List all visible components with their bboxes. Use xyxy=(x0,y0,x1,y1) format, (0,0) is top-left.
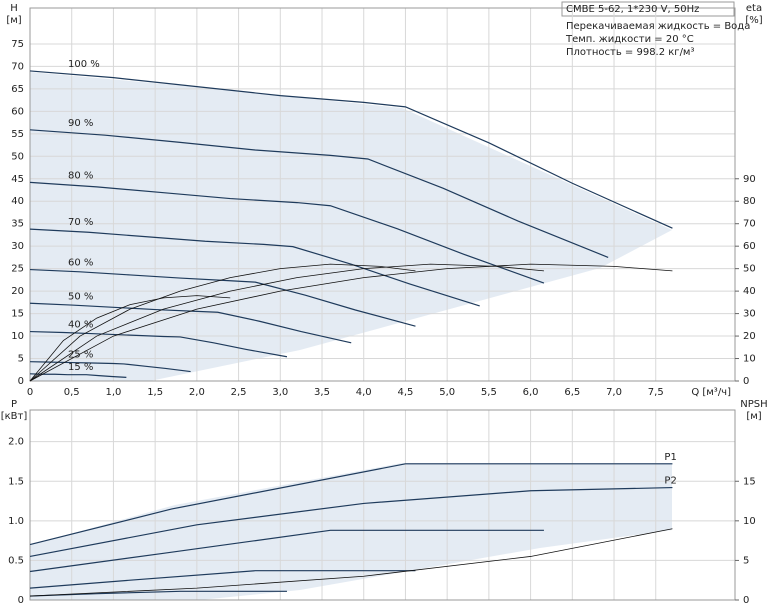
y-tick-label: 35 xyxy=(11,219,24,230)
curve-label: 15 % xyxy=(68,362,93,373)
y2-axis-label: eta xyxy=(746,3,762,14)
y-tick-label: 2.0 xyxy=(8,437,24,448)
x-tick-label: 3,5 xyxy=(314,387,330,398)
y2-axis-label: NPSH xyxy=(740,399,767,410)
curve-label: 70 % xyxy=(68,217,93,228)
y-tick-label: 0 xyxy=(18,595,24,606)
x-tick-label: 2,0 xyxy=(189,387,205,398)
curve-label: P2 xyxy=(664,476,676,487)
curve xyxy=(29,70,673,229)
header: CMBE 5-62, 1*230 V, 50Hz xyxy=(566,4,699,15)
y2-tick-label: 80 xyxy=(743,196,756,207)
curve xyxy=(29,263,416,382)
y-axis-label: [м] xyxy=(6,15,21,26)
x-tick-label: 4,0 xyxy=(356,387,372,398)
curve xyxy=(29,486,673,558)
operating-area xyxy=(30,463,672,600)
curve-label: 25 % xyxy=(68,350,93,361)
y2-tick-label: 0 xyxy=(743,595,749,606)
note: Перекачиваемая жидкость = Вода xyxy=(566,21,750,32)
y-tick-label: 45 xyxy=(11,174,24,185)
curve xyxy=(29,463,673,546)
curve xyxy=(29,129,609,258)
y2-tick-label: 60 xyxy=(743,241,756,252)
x-tick-label: 5,0 xyxy=(439,387,455,398)
y-tick-label: 60 xyxy=(11,106,24,117)
y-axis-label: P xyxy=(11,399,17,410)
y2-tick-label: 30 xyxy=(743,309,756,320)
y-tick-label: 15 xyxy=(11,309,24,320)
curve-label: 40 % xyxy=(68,320,93,331)
y-axis-label: [кВт] xyxy=(1,411,28,422)
y-tick-label: 55 xyxy=(11,129,24,140)
y2-tick-label: 15 xyxy=(743,476,756,487)
note: Плотность = 998.2 кг/м³ xyxy=(566,47,695,58)
curve-label: 80 % xyxy=(68,170,93,181)
x-tick-label: 5,5 xyxy=(481,387,497,398)
y-tick-label: 70 xyxy=(11,61,24,72)
y2-tick-label: 20 xyxy=(743,331,756,342)
y-tick-label: 20 xyxy=(11,286,24,297)
y-tick-label: 5 xyxy=(18,354,24,365)
y2-axis-label: [м] xyxy=(746,411,761,422)
x-tick-label: 0 xyxy=(27,387,33,398)
operating-area xyxy=(30,72,672,381)
y2-tick-label: 0 xyxy=(743,376,749,387)
y-tick-label: 1.5 xyxy=(8,476,24,487)
plot-frame xyxy=(29,409,736,601)
curve-label: 100 % xyxy=(68,59,100,70)
note: Темп. жидкости = 20 °C xyxy=(565,34,694,45)
x-tick-label: 3,0 xyxy=(272,387,288,398)
curve xyxy=(29,295,231,382)
curve xyxy=(29,268,416,327)
curve-label: 90 % xyxy=(68,118,93,129)
x-tick-label: 2,5 xyxy=(231,387,247,398)
y-tick-label: 0 xyxy=(18,376,24,387)
y-tick-label: 75 xyxy=(11,39,24,50)
x-tick-label: 1,0 xyxy=(105,387,121,398)
y-tick-label: 25 xyxy=(11,264,24,275)
y2-tick-label: 5 xyxy=(743,555,749,566)
curve-label: P1 xyxy=(664,452,676,463)
curve xyxy=(29,263,544,382)
curve xyxy=(29,529,544,573)
x-tick-label: 4,5 xyxy=(397,387,413,398)
y2-tick-label: 40 xyxy=(743,286,756,297)
y2-tick-label: 10 xyxy=(743,354,756,365)
x-tick-label: 6,0 xyxy=(523,387,539,398)
curve-label: 60 % xyxy=(68,258,93,269)
y-tick-label: 50 xyxy=(11,151,24,162)
y2-tick-label: 50 xyxy=(743,264,756,275)
y-tick-label: 1.0 xyxy=(8,516,24,527)
curve xyxy=(29,373,127,379)
curve-label: 50 % xyxy=(68,291,93,302)
y-tick-label: 10 xyxy=(11,331,24,342)
y2-tick-label: 90 xyxy=(743,174,756,185)
y2-tick-label: 10 xyxy=(743,516,756,527)
header-box xyxy=(561,1,735,17)
y-tick-label: 40 xyxy=(11,196,24,207)
curve xyxy=(29,570,416,589)
curve xyxy=(29,263,673,382)
x-tick-label: 0,5 xyxy=(64,387,80,398)
y-tick-label: 30 xyxy=(11,241,24,252)
x-tick-label: 6,5 xyxy=(564,387,580,398)
x-tick-label: 7,5 xyxy=(648,387,664,398)
plot-frame xyxy=(29,7,736,382)
x-tick-label: 1,5 xyxy=(147,387,163,398)
y-axis-label: H xyxy=(10,3,18,14)
y-tick-label: 0.5 xyxy=(8,555,24,566)
x-tick-label: 7,0 xyxy=(606,387,622,398)
y2-axis-label: [%] xyxy=(745,15,762,26)
y-tick-label: 65 xyxy=(11,84,24,95)
curve xyxy=(29,181,545,284)
curve xyxy=(29,528,673,597)
curve xyxy=(29,302,352,344)
curve xyxy=(29,228,480,307)
y2-tick-label: 70 xyxy=(743,219,756,230)
x-axis-label: Q [м³/ч] xyxy=(691,387,731,398)
